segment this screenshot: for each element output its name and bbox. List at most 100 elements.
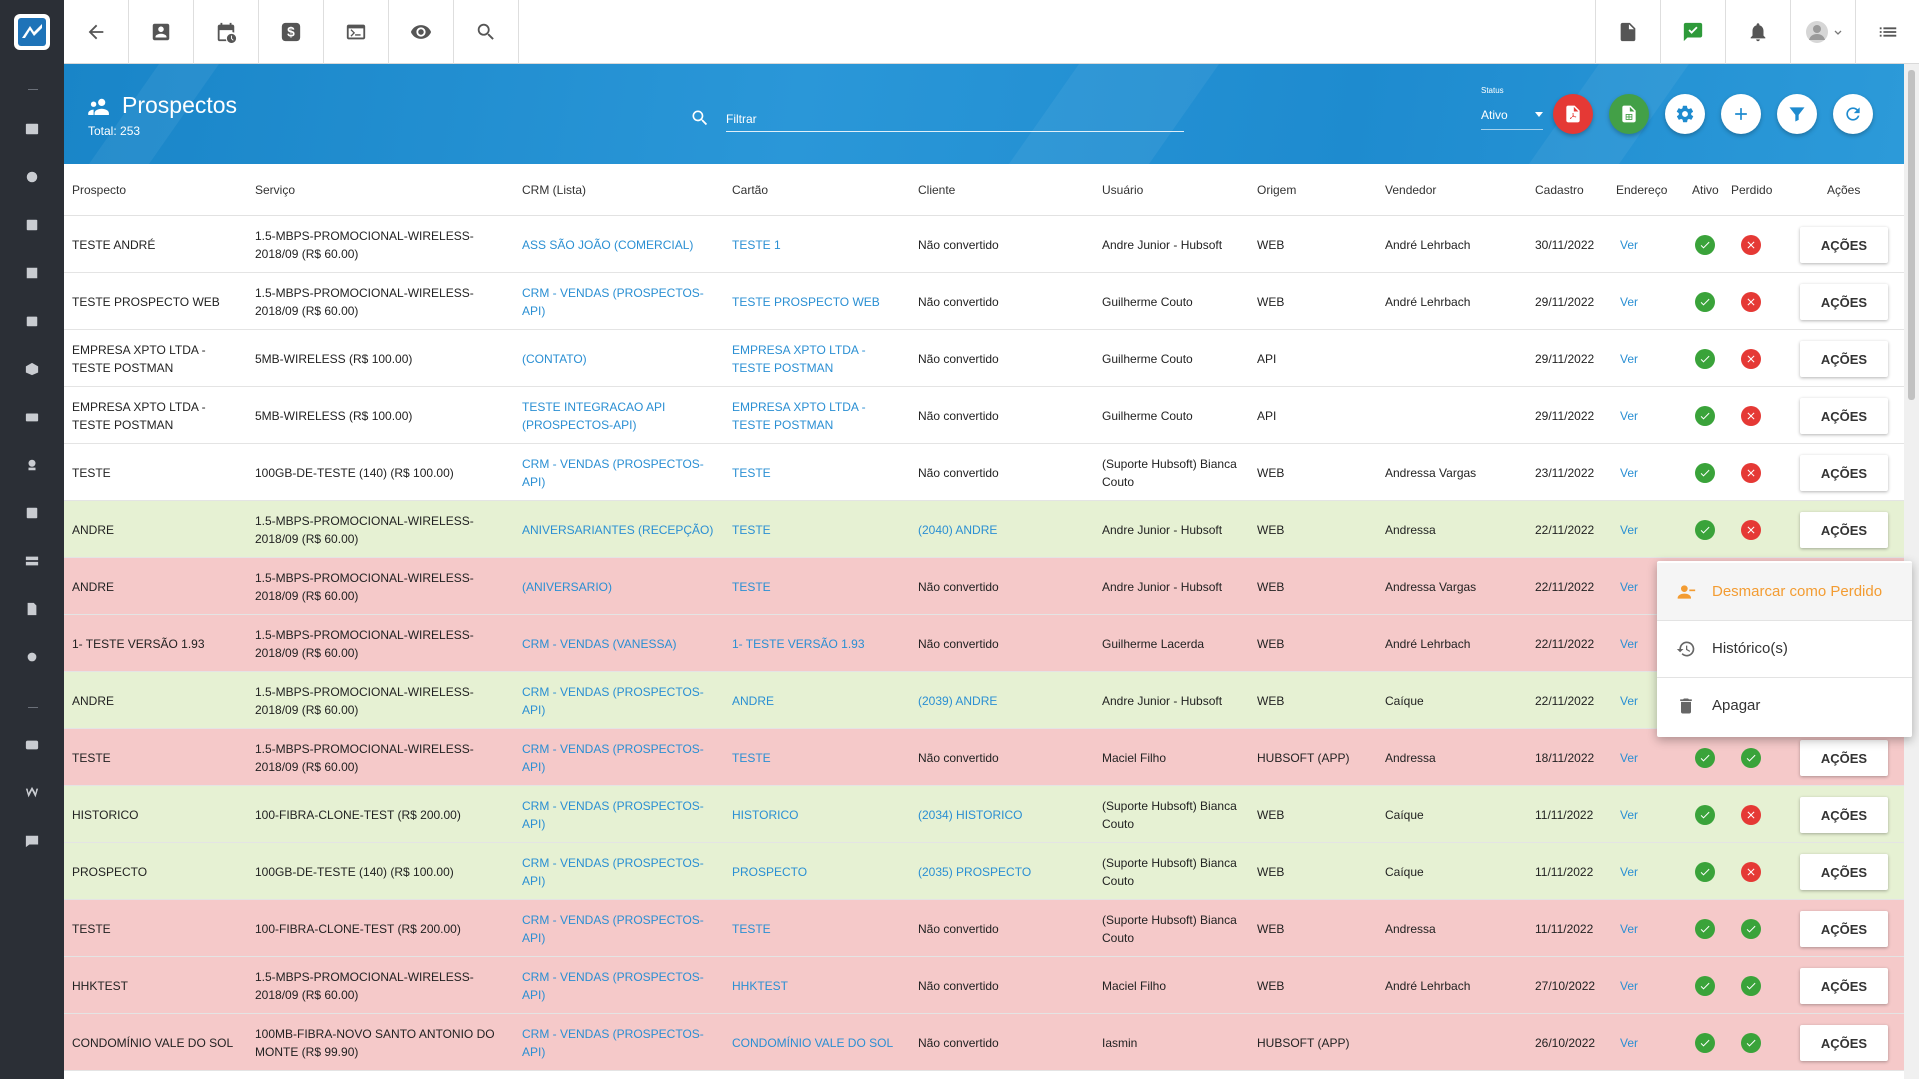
crm-list-link[interactable]: ASS SÃO JOÃO (COMERCIAL) [522, 237, 694, 252]
card-link[interactable]: EMPRESA XPTO LTDA - TESTE POSTMAN [732, 399, 866, 432]
column-header[interactable]: Usuário [1102, 183, 1144, 197]
address-link[interactable]: Ver [1620, 864, 1639, 879]
actions-button[interactable]: AÇÕES [1800, 911, 1888, 947]
crm-list-link[interactable]: CRM - VENDAS (PROSPECTOS-API) [522, 456, 704, 489]
book-icon[interactable] [24, 265, 40, 281]
card-link[interactable]: TESTE PROSPECTO WEB [732, 294, 880, 309]
address-link[interactable]: Ver [1620, 1035, 1639, 1050]
column-header[interactable]: Cliente [918, 183, 956, 197]
column-header[interactable]: Endereço [1616, 183, 1668, 197]
crm-list-link[interactable]: CRM - VENDAS (PROSPECTOS-API) [522, 285, 704, 318]
actions-button[interactable]: AÇÕES [1800, 284, 1888, 320]
address-link[interactable]: Ver [1620, 408, 1639, 423]
refresh-button[interactable] [1833, 94, 1873, 134]
actions-button[interactable]: AÇÕES [1800, 398, 1888, 434]
document-icon[interactable] [24, 601, 40, 617]
column-header[interactable]: Prospecto [72, 183, 127, 197]
column-header[interactable]: Cartão [732, 183, 769, 197]
actions-button[interactable]: AÇÕES [1800, 797, 1888, 833]
crm-list-link[interactable]: TESTE INTEGRACAO API (PROSPECTOS-API) [522, 399, 666, 432]
card-link[interactable]: HHKTEST [732, 978, 789, 993]
palette-icon[interactable] [24, 169, 40, 185]
address-link[interactable]: Ver [1620, 693, 1639, 708]
app-logo[interactable] [14, 14, 50, 50]
card-link[interactable]: TESTE [732, 522, 771, 537]
address-link[interactable]: Ver [1620, 978, 1639, 993]
terminal-icon[interactable] [324, 0, 389, 64]
filter-button[interactable] [1777, 94, 1817, 134]
crm-list-link[interactable]: CRM - VENDAS (PROSPECTOS-API) [522, 798, 704, 831]
box-icon[interactable] [24, 361, 40, 377]
bell-icon[interactable] [1725, 0, 1790, 64]
column-header[interactable]: Cadastro [1535, 183, 1584, 197]
calendar-clock-icon[interactable] [194, 0, 259, 64]
inbox-icon[interactable] [24, 505, 40, 521]
card-link[interactable]: PROSPECTO [732, 864, 808, 879]
actions-button[interactable]: AÇÕES [1800, 512, 1888, 548]
eye-icon[interactable] [389, 0, 454, 64]
status-select[interactable]: Ativo [1481, 104, 1543, 130]
client-value[interactable]: (2039) ANDRE [918, 693, 998, 708]
pdf-document-icon[interactable] [1595, 0, 1660, 64]
contact-card-icon[interactable] [129, 0, 194, 64]
column-header[interactable]: Origem [1257, 183, 1297, 197]
contacts-icon[interactable] [24, 217, 40, 233]
crm-list-link[interactable]: (CONTATO) [522, 351, 587, 366]
user-avatar-icon[interactable] [1790, 0, 1855, 64]
add-button[interactable] [1721, 94, 1761, 134]
address-link[interactable]: Ver [1620, 351, 1639, 366]
address-link[interactable]: Ver [1620, 522, 1639, 537]
crm-list-link[interactable]: ANIVERSARIANTES (RECEPÇÃO) [522, 522, 714, 537]
dashboard-icon[interactable] [24, 121, 40, 137]
address-link[interactable]: Ver [1620, 636, 1639, 651]
crm-list-link[interactable]: CRM - VENDAS (PROSPECTOS-API) [522, 969, 704, 1002]
address-link[interactable]: Ver [1620, 294, 1639, 309]
address-link[interactable]: Ver [1620, 237, 1639, 252]
column-header[interactable]: Ativo [1692, 183, 1719, 197]
card-link[interactable]: TESTE 1 [732, 237, 781, 252]
actions-button[interactable]: AÇÕES [1800, 341, 1888, 377]
actions-button[interactable]: AÇÕES [1800, 968, 1888, 1004]
client-value[interactable]: (2040) ANDRE [918, 522, 998, 537]
chat-icon[interactable] [24, 833, 40, 849]
actions-button[interactable]: AÇÕES [1800, 227, 1888, 263]
storage-icon[interactable] [24, 553, 40, 569]
actions-button[interactable]: AÇÕES [1800, 854, 1888, 890]
search-icon[interactable] [454, 0, 519, 64]
video-icon[interactable] [24, 737, 40, 753]
actions-button[interactable]: AÇÕES [1800, 455, 1888, 491]
wiki-icon[interactable] [24, 785, 40, 801]
location-icon[interactable] [24, 457, 40, 473]
client-value[interactable]: (2034) HISTORICO [918, 807, 1023, 822]
crm-list-link[interactable]: CRM - VENDAS (PROSPECTOS-API) [522, 684, 704, 717]
card-link[interactable]: HISTORICO [732, 807, 799, 822]
card-link[interactable]: ANDRE [732, 693, 775, 708]
excel-export-button[interactable] [1609, 94, 1649, 134]
back-arrow-icon[interactable] [64, 0, 129, 64]
column-header[interactable]: Ações [1827, 183, 1861, 197]
crm-list-link[interactable]: (ANIVERSARIO) [522, 579, 613, 594]
settings-gear-icon[interactable] [24, 649, 40, 665]
card-link[interactable]: TESTE [732, 465, 771, 480]
settings-button[interactable] [1665, 94, 1705, 134]
card-link[interactable]: CONDOMÍNIO VALE DO SOL [732, 1035, 894, 1050]
address-link[interactable]: Ver [1620, 921, 1639, 936]
menu-item-history[interactable]: Histórico(s) [1657, 620, 1912, 677]
card-link[interactable]: 1- TESTE VERSÃO 1.93 [732, 636, 865, 651]
filter-input[interactable] [726, 106, 1184, 132]
card-link[interactable]: TESTE [732, 579, 771, 594]
card-link[interactable]: EMPRESA XPTO LTDA - TESTE POSTMAN [732, 342, 866, 375]
calendar-icon[interactable] [24, 313, 40, 329]
crm-list-link[interactable]: CRM - VENDAS (PROSPECTOS-API) [522, 741, 704, 774]
address-link[interactable]: Ver [1620, 750, 1639, 765]
money-icon[interactable] [24, 409, 40, 425]
client-value[interactable]: (2035) PROSPECTO [918, 864, 1032, 879]
actions-button[interactable]: AÇÕES [1800, 1025, 1888, 1061]
card-link[interactable]: TESTE [732, 750, 771, 765]
crm-list-link[interactable]: CRM - VENDAS (PROSPECTOS-API) [522, 855, 704, 888]
column-header[interactable]: Serviço [255, 183, 296, 197]
crm-list-link[interactable]: CRM - VENDAS (PROSPECTOS-API) [522, 912, 704, 945]
crm-list-link[interactable]: CRM - VENDAS (VANESSA) [522, 636, 677, 651]
address-link[interactable]: Ver [1620, 807, 1639, 822]
chat-check-icon[interactable] [1660, 0, 1725, 64]
